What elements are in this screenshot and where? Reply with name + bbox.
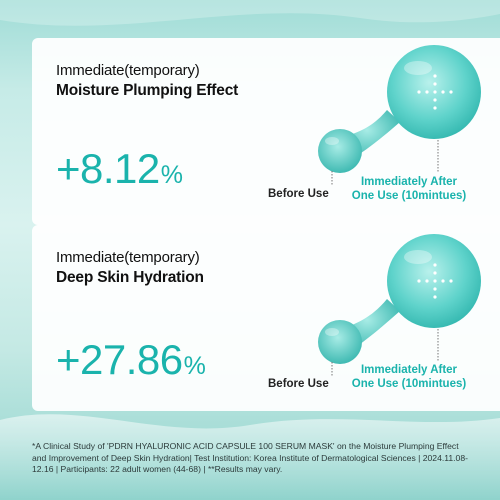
small-droplet	[318, 129, 362, 173]
result-number: +8.12	[56, 145, 160, 192]
small-droplet	[318, 320, 362, 364]
before-use-label: Before Use	[268, 378, 329, 390]
after-label-line1: Immediately After	[360, 176, 458, 188]
clinical-study-footnote: *A Clinical Study of 'PDRN HYALURONIC AC…	[32, 441, 468, 474]
moisture-plumping-card: Immediate(temporary) Moisture Plumping E…	[32, 38, 500, 225]
after-use-label: Immediately After One Use (10mintues)	[344, 363, 474, 391]
before-use-label: Before Use	[268, 188, 329, 200]
after-label-line1: Immediately After	[360, 364, 458, 376]
card-title-line1: Immediate(temporary)	[56, 249, 200, 266]
card-title-line1: Immediate(temporary)	[56, 62, 200, 79]
after-label-line2: One Use (10mintues)	[351, 190, 467, 202]
result-value: +8.12 %	[56, 148, 183, 190]
card-title-line2: Deep Skin Hydration	[56, 269, 204, 286]
result-value: +27.86 %	[56, 336, 206, 383]
result-unit: %	[183, 352, 206, 380]
after-use-label: Immediately After One Use (10mintues)	[344, 175, 474, 203]
after-label-line2: One Use (10mintues)	[351, 378, 467, 390]
result-unit: %	[160, 161, 183, 189]
card-title-line2: Moisture Plumping Effect	[56, 82, 239, 99]
water-droplet-illustration	[318, 45, 481, 186]
result-number: +27.86	[56, 336, 183, 383]
deep-hydration-card: Immediate(temporary) Deep Skin Hydration…	[32, 225, 500, 411]
sparkle-plus-icon	[417, 74, 453, 110]
water-droplet-illustration	[318, 234, 481, 376]
sparkle-plus-icon	[417, 263, 453, 299]
